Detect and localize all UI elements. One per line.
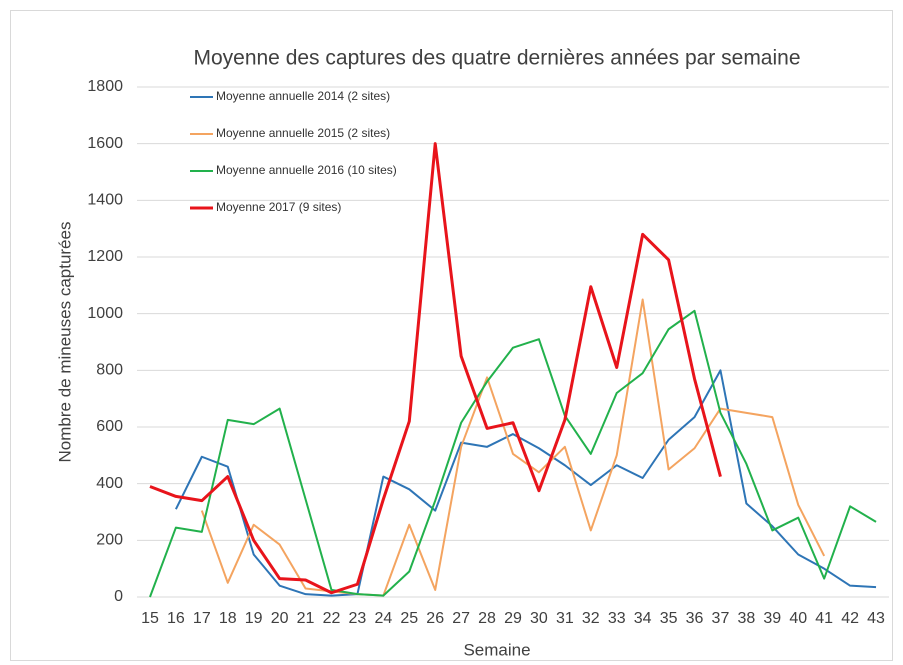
x-tick-label: 36 xyxy=(686,610,704,627)
x-tick-label: 35 xyxy=(660,610,678,627)
series-line xyxy=(175,369,877,597)
y-tick-label: 600 xyxy=(96,418,123,435)
x-tick-label: 22 xyxy=(323,610,341,627)
x-tick-label: 16 xyxy=(167,610,185,627)
x-tick-label: 15 xyxy=(141,610,159,627)
x-tick-label: 23 xyxy=(349,610,367,627)
x-tick-label: 21 xyxy=(297,610,315,627)
x-tick-label: 27 xyxy=(452,610,470,627)
x-tick-label: 34 xyxy=(634,610,652,627)
x-tick-label: 33 xyxy=(608,610,626,627)
x-tick-label: 43 xyxy=(867,610,885,627)
x-tick-label: 41 xyxy=(815,610,833,627)
x-tick-label: 19 xyxy=(245,610,263,627)
chart-title: Moyenne des captures des quatre dernière… xyxy=(193,47,800,70)
y-tick-label: 400 xyxy=(96,475,123,492)
x-tick-label: 25 xyxy=(400,610,418,627)
x-tick-label: 40 xyxy=(789,610,807,627)
y-tick-label: 0 xyxy=(114,588,123,605)
y-tick-label: 1800 xyxy=(87,78,123,95)
legend-label: Moyenne annuelle 2015 (2 sites) xyxy=(216,126,390,140)
y-tick-label: 1200 xyxy=(87,248,123,265)
x-axis-label: Semaine xyxy=(463,640,530,659)
x-tick-label: 39 xyxy=(763,610,781,627)
y-tick-label: 1600 xyxy=(87,135,123,152)
x-tick-label: 37 xyxy=(712,610,730,627)
x-tick-label: 28 xyxy=(478,610,496,627)
y-tick-label: 1000 xyxy=(87,305,123,322)
series-line xyxy=(149,142,722,595)
y-axis-label: Nombre de mineuses capturées xyxy=(55,222,74,463)
x-tick-label: 26 xyxy=(426,610,444,627)
x-tick-label: 24 xyxy=(374,610,392,627)
x-tick-label: 29 xyxy=(504,610,522,627)
y-tick-label: 800 xyxy=(96,362,123,379)
legend-label: Moyenne 2017 (9 sites) xyxy=(216,200,341,214)
x-tick-label: 31 xyxy=(556,610,574,627)
x-tick-label: 42 xyxy=(841,610,859,627)
y-tick-label: 200 xyxy=(96,532,123,549)
chart-border xyxy=(10,10,893,661)
series-line xyxy=(149,309,877,598)
x-tick-label: 30 xyxy=(530,610,548,627)
x-tick-label: 18 xyxy=(219,610,237,627)
series-line xyxy=(200,298,826,597)
legend-label: Moyenne annuelle 2016 (10 sites) xyxy=(216,163,397,177)
x-tick-label: 38 xyxy=(737,610,755,627)
x-tick-label: 17 xyxy=(193,610,211,627)
legend-label: Moyenne annuelle 2014 (2 sites) xyxy=(216,89,390,103)
y-tick-label: 1400 xyxy=(87,192,123,209)
x-tick-label: 20 xyxy=(271,610,289,627)
x-tick-label: 32 xyxy=(582,610,600,627)
